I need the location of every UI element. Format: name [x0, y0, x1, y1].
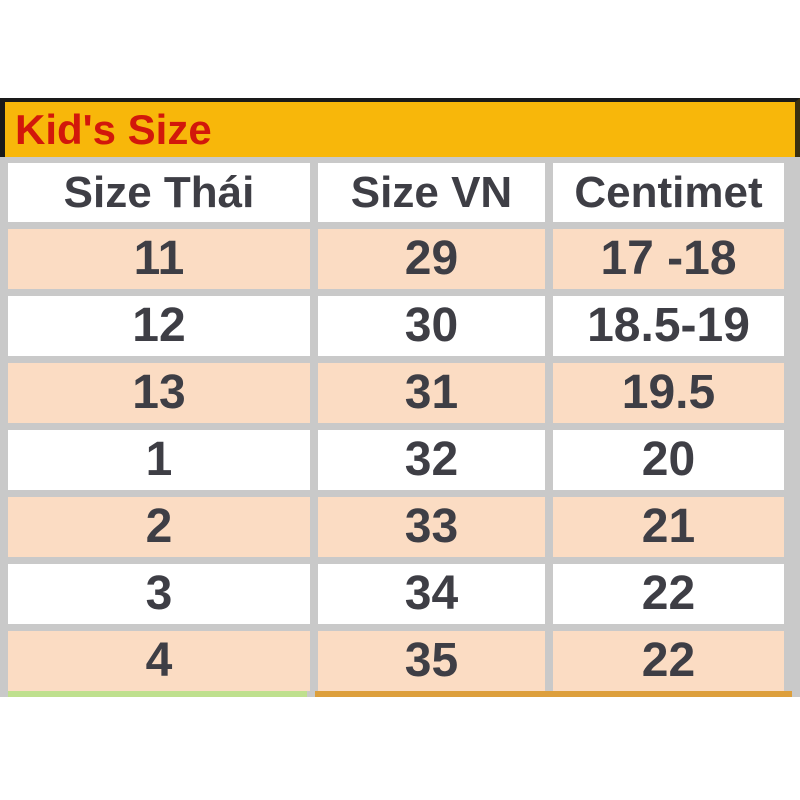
table-title: Kid's Size — [15, 105, 212, 153]
table-cell: 32 — [318, 430, 545, 490]
table-cell: 11 — [8, 229, 310, 289]
table-cell: 13 — [8, 363, 310, 423]
table-cell: 22 — [553, 631, 784, 691]
table-cell: 35 — [318, 631, 545, 691]
bottom-edge-line-orange — [315, 691, 792, 697]
table-cell: 22 — [553, 564, 784, 624]
table-cell: 3 — [8, 564, 310, 624]
table-cell: 33 — [318, 497, 545, 557]
table-grid: Size Thái Size VN Centimet 11 29 17 -18 … — [0, 163, 800, 691]
table-cell: 31 — [318, 363, 545, 423]
table-cell: 19.5 — [553, 363, 784, 423]
table-title-bar: Kid's Size — [0, 98, 800, 157]
size-chart-table: Kid's Size Size Thái Size VN Centimet 11… — [0, 98, 800, 697]
table-cell: 4 — [8, 631, 310, 691]
column-header-size-vn: Size VN — [318, 163, 545, 222]
table-cell: 20 — [553, 430, 784, 490]
table-cell: 21 — [553, 497, 784, 557]
table-cell: 30 — [318, 296, 545, 356]
table-cell: 18.5-19 — [553, 296, 784, 356]
table-cell: 2 — [8, 497, 310, 557]
bottom-edge-line-green — [8, 691, 307, 697]
table-cell: 1 — [8, 430, 310, 490]
column-header-centimet: Centimet — [553, 163, 784, 222]
table-cell: 29 — [318, 229, 545, 289]
table-cell: 12 — [8, 296, 310, 356]
column-header-size-thai: Size Thái — [8, 163, 310, 222]
table-cell: 34 — [318, 564, 545, 624]
table-cell: 17 -18 — [553, 229, 784, 289]
